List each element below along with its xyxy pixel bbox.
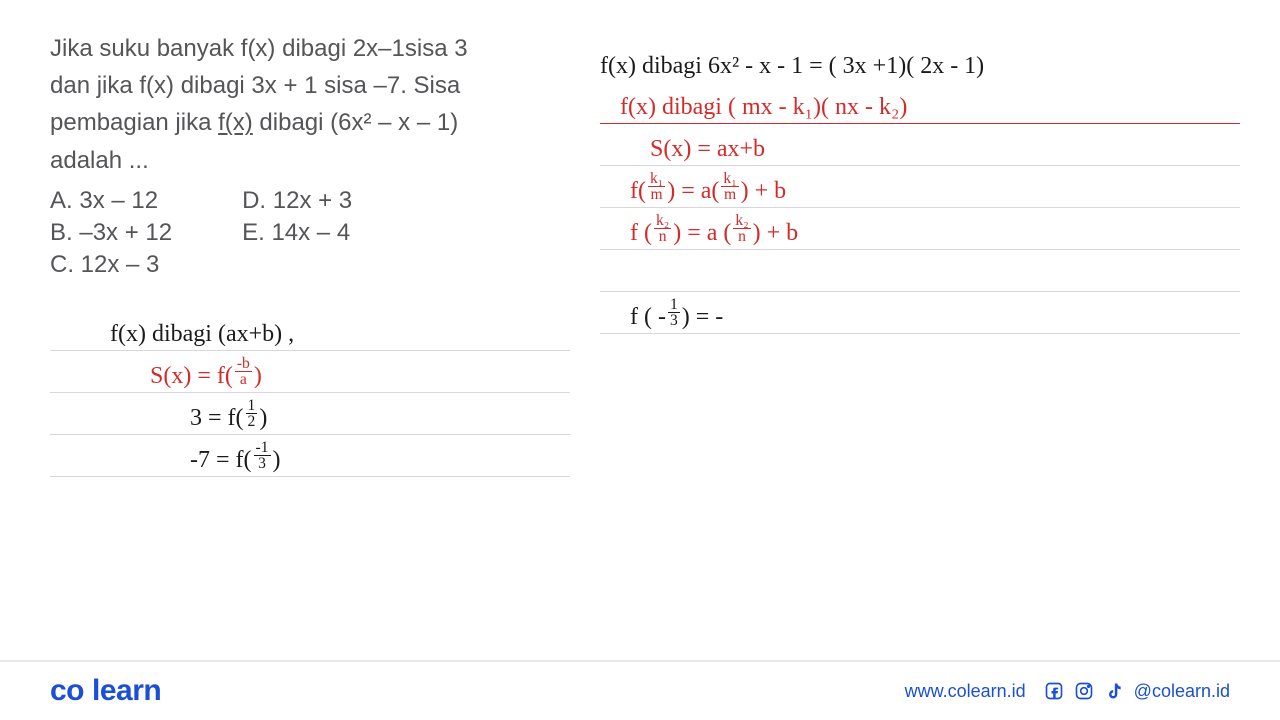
rw-1: f(x) dibagi 6x² - x - 1 = ( 3x +1)( 2x -… [600, 40, 1240, 82]
rw-5-f2d: n [736, 229, 748, 245]
rw-5-f1: k₂ n [654, 213, 671, 245]
q-l1a: Jika suku banyak f(x) dibagi 2x–1 [50, 35, 405, 62]
rw-2: f(x) dibagi ( mx - k₁)( nx - k₂) [600, 82, 1240, 124]
lw-3-den: 2 [246, 414, 258, 430]
rw-5-f2: k₂ n [733, 213, 750, 245]
lw-3-num: 1 [246, 398, 258, 415]
question-text: Jika suku banyak f(x) dibagi 2x–1sisa 3 … [50, 30, 570, 179]
rw-5-f2n: k₂ [733, 213, 750, 230]
rw-blank [600, 250, 1240, 292]
question-line-3: pembagian jika f(x) dibagi (6x² – x – 1) [50, 104, 570, 141]
rw-4-f1d: m [649, 187, 665, 203]
logo-co: co [50, 674, 84, 707]
lw-1-text: f(x) dibagi (ax+b) , [110, 321, 294, 348]
options-col-1: A. 3x – 12 B. –3x + 12 C. 12x – 3 [50, 187, 172, 279]
option-e: E. 14x – 4 [242, 219, 352, 247]
rw-5-f1d: n [657, 229, 669, 245]
rw-3: S(x) = ax+b [600, 124, 1240, 166]
rw-4-f2: k₁ m [721, 171, 738, 203]
option-d: D. 12x + 3 [242, 187, 352, 215]
lw-2: S(x) = f( -b a ) [50, 351, 570, 393]
rw-6b: ) = - [682, 304, 724, 331]
rw-2-text: f(x) dibagi ( mx - k₁)( nx - k₂) [620, 94, 907, 121]
rw-5b: ) = a ( [673, 220, 731, 247]
option-c: C. 12x – 3 [50, 251, 172, 279]
option-a: A. 3x – 12 [50, 187, 172, 215]
rw-5: f ( k₂ n ) = a ( k₂ n ) + b [600, 208, 1240, 250]
left-handwriting: f(x) dibagi (ax+b) , S(x) = f( -b a ) 3 … [50, 309, 570, 477]
rw-1-text: f(x) dibagi 6x² - x - 1 = ( 3x +1)( 2x -… [600, 53, 984, 80]
rw-4-f1n: k₁ [648, 171, 665, 188]
lw-4-den: 3 [256, 456, 268, 472]
facebook-icon [1044, 681, 1064, 701]
footer: colearn www.colearn.id @colearn.id [0, 660, 1280, 720]
lw-3: 3 = f( 1 2 ) [50, 393, 570, 435]
right-column: f(x) dibagi 6x² - x - 1 = ( 3x +1)( 2x -… [600, 30, 1240, 477]
lw-3-frac: 1 2 [246, 398, 258, 430]
lw-4-frac: -1 3 [254, 440, 271, 472]
rw-6-num: 1 [668, 297, 680, 314]
rw-4: f( k₁ m ) = a( k₁ m ) + b [600, 166, 1240, 208]
rw-6a: f ( - [630, 304, 666, 331]
lw-4a: -7 = f( [190, 447, 252, 474]
columns: Jika suku banyak f(x) dibagi 2x–1sisa 3 … [50, 30, 1240, 477]
rw-3-text: S(x) = ax+b [650, 136, 765, 163]
options-col-2: D. 12x + 3 E. 14x – 4 [242, 187, 352, 279]
rw-4-f2n: k₁ [721, 171, 738, 188]
rw-4-f2d: m [722, 187, 738, 203]
rw-5-f1n: k₂ [654, 213, 671, 230]
rw-4a: f( [630, 178, 646, 205]
rw-6-frac: 1 3 [668, 297, 680, 329]
content-area: Jika suku banyak f(x) dibagi 2x–1sisa 3 … [0, 0, 1280, 660]
left-column: Jika suku banyak f(x) dibagi 2x–1sisa 3 … [50, 30, 570, 477]
logo-learn: learn [92, 674, 161, 707]
lw-4-num: -1 [254, 440, 271, 457]
question-line-4: adalah ... [50, 142, 570, 179]
footer-right: www.colearn.id @colearn.id [905, 681, 1230, 702]
lw-4: -7 = f( -1 3 ) [50, 435, 570, 477]
instagram-icon [1074, 681, 1094, 701]
q-l3a: pembagian jika [50, 109, 218, 136]
lw-2b: ) [254, 363, 262, 390]
rw-6: f ( - 1 3 ) = - [600, 292, 1240, 334]
option-b: B. –3x + 12 [50, 219, 172, 247]
brand-logo: colearn [50, 674, 161, 708]
q-l3b: dibagi (6x² – x – 1) [253, 109, 458, 136]
question-line-1: Jika suku banyak f(x) dibagi 2x–1sisa 3 [50, 30, 570, 67]
rw-4-f1: k₁ m [648, 171, 665, 203]
q-l1b: sisa 3 [405, 35, 468, 62]
answer-options: A. 3x – 12 B. –3x + 12 C. 12x – 3 D. 12x… [50, 187, 570, 279]
lw-3a: 3 = f( [190, 405, 244, 432]
rw-4c: ) + b [741, 178, 787, 205]
lw-2-den: a [238, 372, 249, 388]
tiktok-icon [1104, 681, 1124, 701]
lw-2-frac: -b a [235, 356, 252, 388]
lw-3b: ) [259, 405, 267, 432]
lw-4b: ) [273, 447, 281, 474]
rw-5a: f ( [630, 220, 652, 247]
social-icons: @colearn.id [1044, 681, 1230, 702]
footer-url: www.colearn.id [905, 681, 1026, 702]
footer-handle: @colearn.id [1134, 681, 1230, 702]
question-line-2: dan jika f(x) dibagi 3x + 1 sisa –7. Sis… [50, 67, 570, 104]
rw-6-den: 3 [668, 313, 680, 329]
rw-4b: ) = a( [667, 178, 719, 205]
lw-1: f(x) dibagi (ax+b) , [50, 309, 570, 351]
q-l3-fx: f(x) [218, 109, 253, 136]
lw-2a: S(x) = f( [150, 363, 233, 390]
rw-5c: ) + b [753, 220, 799, 247]
lw-2-num: -b [235, 356, 252, 373]
